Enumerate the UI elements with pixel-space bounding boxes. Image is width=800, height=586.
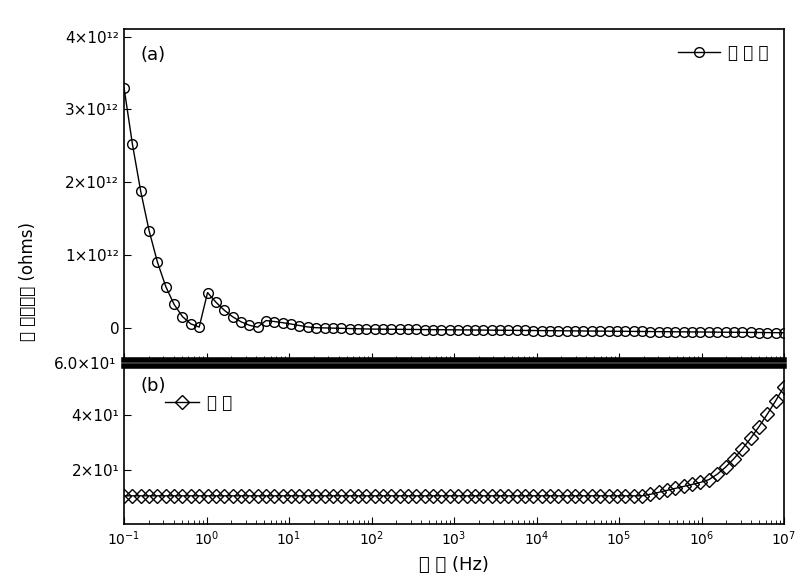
X-axis label: 频 率 (Hz): 频 率 (Hz)	[419, 556, 489, 574]
Legend: 样 品 腔: 样 品 腔	[672, 38, 776, 69]
Text: 阻 抗最大値 (ohms): 阻 抗最大値 (ohms)	[19, 222, 37, 341]
Legend: 导 线: 导 线	[158, 387, 239, 418]
Text: 6.0×10¹: 6.0×10¹	[54, 357, 116, 372]
Text: (a): (a)	[141, 46, 166, 64]
Text: (b): (b)	[141, 377, 166, 396]
